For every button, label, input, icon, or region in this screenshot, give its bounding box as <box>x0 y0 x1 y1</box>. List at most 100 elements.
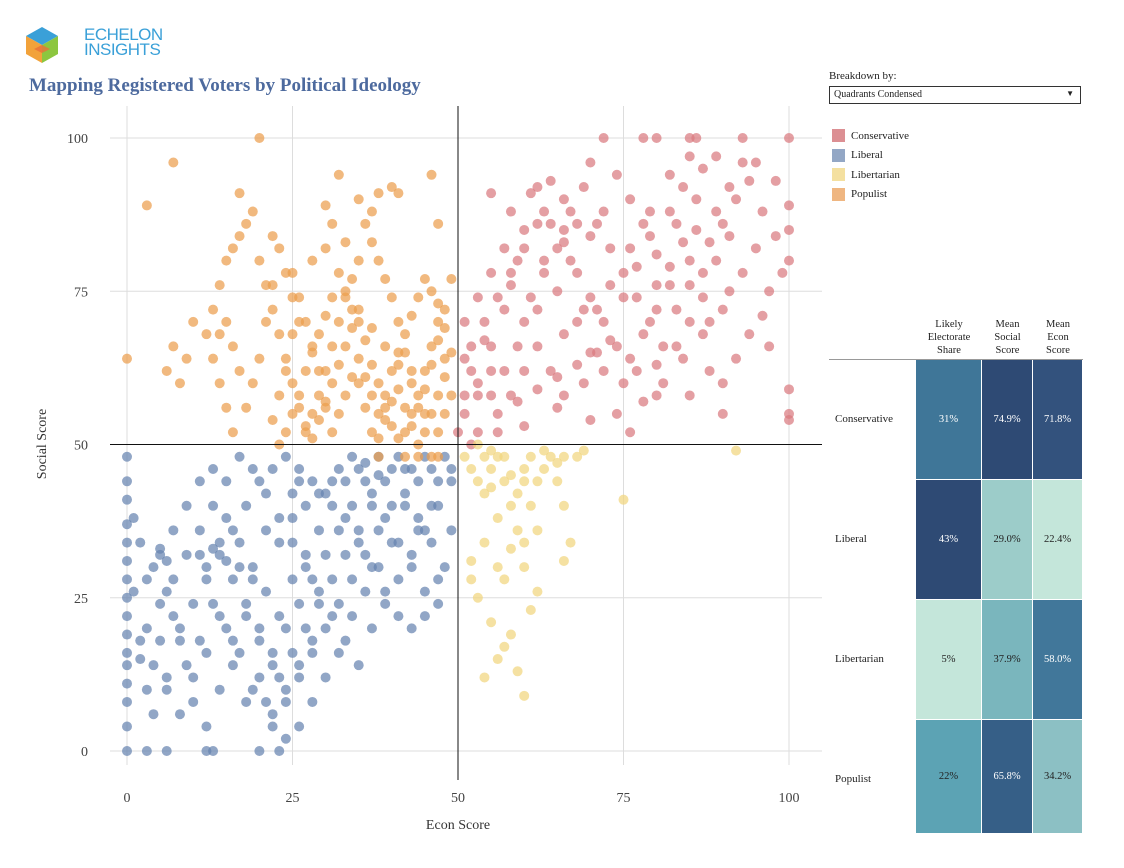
point-liberal <box>247 562 258 573</box>
point-liberal <box>280 733 291 744</box>
point-liberal <box>400 500 411 511</box>
point-libertarian <box>466 574 477 585</box>
point-conservative <box>737 157 748 168</box>
x-tick-label: 0 <box>124 791 131 806</box>
point-conservative <box>691 133 702 143</box>
point-liberal <box>267 464 278 475</box>
point-conservative <box>658 341 669 352</box>
point-libertarian <box>499 476 510 487</box>
table-row-label: Conservative <box>835 413 894 425</box>
point-populist <box>413 402 424 413</box>
point-conservative <box>592 304 603 315</box>
point-liberal <box>393 574 404 585</box>
point-liberal <box>287 488 298 499</box>
point-liberal <box>380 513 391 524</box>
point-libertarian <box>519 562 530 573</box>
point-liberal <box>360 476 371 487</box>
point-liberal <box>307 696 318 707</box>
point-conservative <box>691 194 702 205</box>
point-liberal <box>247 574 258 585</box>
point-libertarian <box>492 654 503 665</box>
point-populist <box>413 451 424 462</box>
point-liberal <box>406 562 417 573</box>
point-populist <box>221 255 232 266</box>
point-populist <box>267 304 278 315</box>
point-conservative <box>486 341 497 352</box>
legend-item: Liberal <box>832 146 909 166</box>
point-liberal <box>174 623 185 634</box>
point-populist <box>340 390 351 401</box>
point-populist <box>307 433 318 444</box>
point-liberal <box>347 574 358 585</box>
point-populist <box>446 273 457 284</box>
point-populist <box>406 408 417 419</box>
point-conservative <box>611 341 622 352</box>
table-cell: 29.0% <box>982 480 1033 600</box>
point-populist <box>201 329 212 340</box>
point-liberal <box>373 525 384 536</box>
y-axis-label: Social Score <box>35 409 50 479</box>
point-conservative <box>697 267 708 278</box>
point-populist <box>287 329 298 340</box>
x-tick-label: 25 <box>286 791 300 806</box>
point-populist <box>393 433 404 444</box>
point-populist <box>221 402 232 413</box>
point-populist <box>419 273 430 284</box>
point-populist <box>373 408 384 419</box>
point-conservative <box>539 255 550 266</box>
point-liberal <box>280 696 291 707</box>
point-populist <box>353 255 364 266</box>
point-populist <box>327 292 338 303</box>
table-header-line: Mean <box>995 319 1020 330</box>
point-liberal <box>141 684 152 695</box>
point-conservative <box>585 157 596 168</box>
point-conservative <box>684 151 695 162</box>
point-liberal <box>333 647 344 658</box>
point-populist <box>413 390 424 401</box>
point-populist <box>366 237 377 248</box>
point-populist <box>280 427 291 438</box>
point-conservative <box>651 304 662 315</box>
point-conservative <box>711 255 722 266</box>
y-tick-label: 0 <box>81 745 88 760</box>
point-liberal <box>287 513 298 524</box>
point-populist <box>400 427 411 438</box>
point-conservative <box>625 353 636 364</box>
point-libertarian <box>539 445 550 456</box>
point-liberal <box>426 537 437 548</box>
legend-swatch <box>832 129 845 143</box>
point-conservative <box>724 231 735 242</box>
point-liberal <box>294 721 305 732</box>
point-liberal <box>287 537 298 548</box>
point-populist <box>406 378 417 389</box>
legend: Conservative Liberal Libertarian Populist <box>832 126 909 204</box>
point-populist <box>340 292 351 303</box>
point-liberal <box>426 464 437 475</box>
point-libertarian <box>512 525 523 536</box>
breakdown-select[interactable]: Quadrants Condensed ▼ <box>829 86 1081 104</box>
breakdown-label: Breakdown by: <box>829 70 897 82</box>
point-libertarian <box>492 562 503 573</box>
point-conservative <box>459 353 470 364</box>
point-populist <box>419 365 430 376</box>
point-populist <box>280 365 291 376</box>
point-conservative <box>618 267 629 278</box>
point-conservative <box>777 267 788 278</box>
point-conservative <box>638 133 649 143</box>
point-conservative <box>664 169 675 180</box>
point-conservative <box>505 390 516 401</box>
point-populist <box>400 402 411 413</box>
point-populist <box>419 408 430 419</box>
point-conservative <box>625 427 636 438</box>
point-populist <box>393 316 404 327</box>
point-liberal <box>221 623 232 634</box>
point-libertarian <box>539 464 550 475</box>
table-header-line: Likely <box>935 319 963 330</box>
point-conservative <box>697 163 708 174</box>
point-populist <box>406 365 417 376</box>
point-liberal <box>280 684 291 695</box>
point-liberal <box>161 555 172 566</box>
point-conservative <box>552 372 563 383</box>
point-conservative <box>631 365 642 376</box>
point-populist <box>386 421 397 432</box>
